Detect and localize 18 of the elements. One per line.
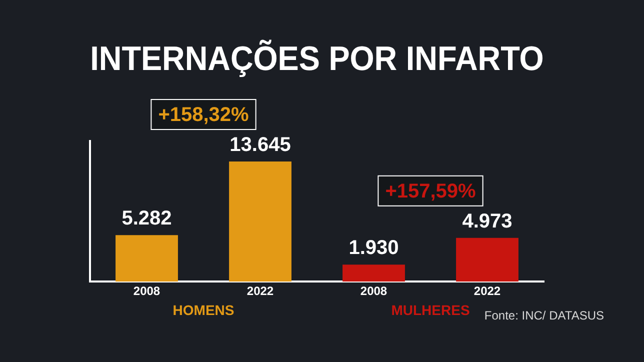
annotation: +157,59% [385,180,476,202]
text: +158,32% [158,104,250,126]
bar [342,264,405,282]
x-tick-label: 2022 [246,284,274,298]
bar [116,235,178,282]
series-label: MULHERES [391,302,470,318]
bar [229,162,292,282]
data-label: 13.645 [230,134,291,156]
bar [456,238,518,282]
source-note: Fonte: INC/ DATASUS [484,308,604,322]
data-label: 5.282 [122,208,172,230]
x-tick-label: 2008 [360,284,388,298]
data-label: 4.973 [462,210,512,232]
data-label: 1.930 [348,237,399,260]
series-label: HOMENS [172,302,234,318]
x-tick-label: 2008 [133,284,160,298]
chart-title: INTERNAÇÕES POR INFARTO [90,38,544,78]
x-tick-label: 2022 [474,284,501,298]
